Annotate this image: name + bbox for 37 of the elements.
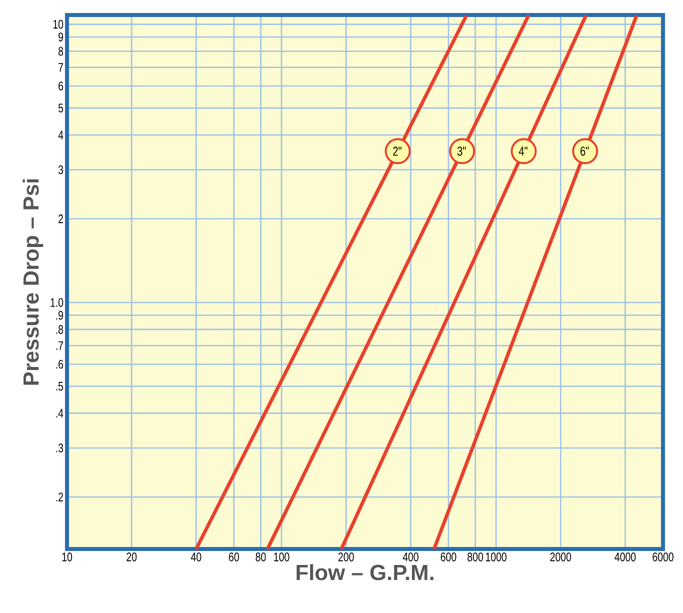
y-tick-label: 1.0	[50, 298, 64, 307]
x-tick-label: 800	[468, 552, 484, 562]
x-tick-label: 4000	[614, 552, 636, 562]
y-tick-label: 10	[53, 20, 64, 29]
y-tick-label: 7	[58, 63, 63, 72]
legend-label: 4"	[518, 146, 528, 156]
y-tick-label: 8	[58, 46, 64, 56]
y-axis-title: Pressure Drop – Psi	[22, 179, 44, 385]
x-tick-label: 20	[126, 552, 137, 562]
y-tick-label: 9	[58, 32, 64, 42]
x-tick-label: 2000	[550, 552, 572, 562]
legend-label: 6"	[580, 146, 589, 156]
y-tick-label: .7	[56, 341, 64, 350]
x-tick-label: 600	[440, 552, 456, 562]
x-tick-label: 1000	[486, 552, 506, 562]
legend-label: 3"	[457, 146, 466, 156]
y-tick-label: 5	[58, 104, 64, 112]
y-tick-label: .2	[56, 492, 64, 502]
y-tick-label: .6	[56, 360, 64, 369]
x-tick-label: 80	[256, 552, 266, 562]
y-tick-label: .4	[56, 408, 64, 418]
y-tick-label: .8	[56, 325, 64, 334]
y-tick-label: .5	[56, 382, 64, 391]
legend-label: 2"	[393, 146, 402, 156]
x-tick-label: 400	[402, 552, 418, 562]
x-tick-label: 40	[190, 552, 202, 562]
y-tick-label: 3	[58, 165, 64, 174]
x-tick-label: 60	[229, 552, 239, 562]
y-tick-label: 6	[58, 82, 64, 90]
y-tick-label: 2	[58, 214, 63, 224]
x-axis-title: Flow – G.P.M.	[296, 564, 434, 580]
x-tick-label: 100	[274, 552, 290, 562]
x-tick-label: 200	[338, 552, 354, 562]
y-tick-label: .9	[56, 310, 64, 320]
y-tick-label: .3	[56, 444, 64, 452]
y-tick-label: 4	[58, 130, 64, 140]
x-tick-label: 6000	[652, 552, 674, 562]
